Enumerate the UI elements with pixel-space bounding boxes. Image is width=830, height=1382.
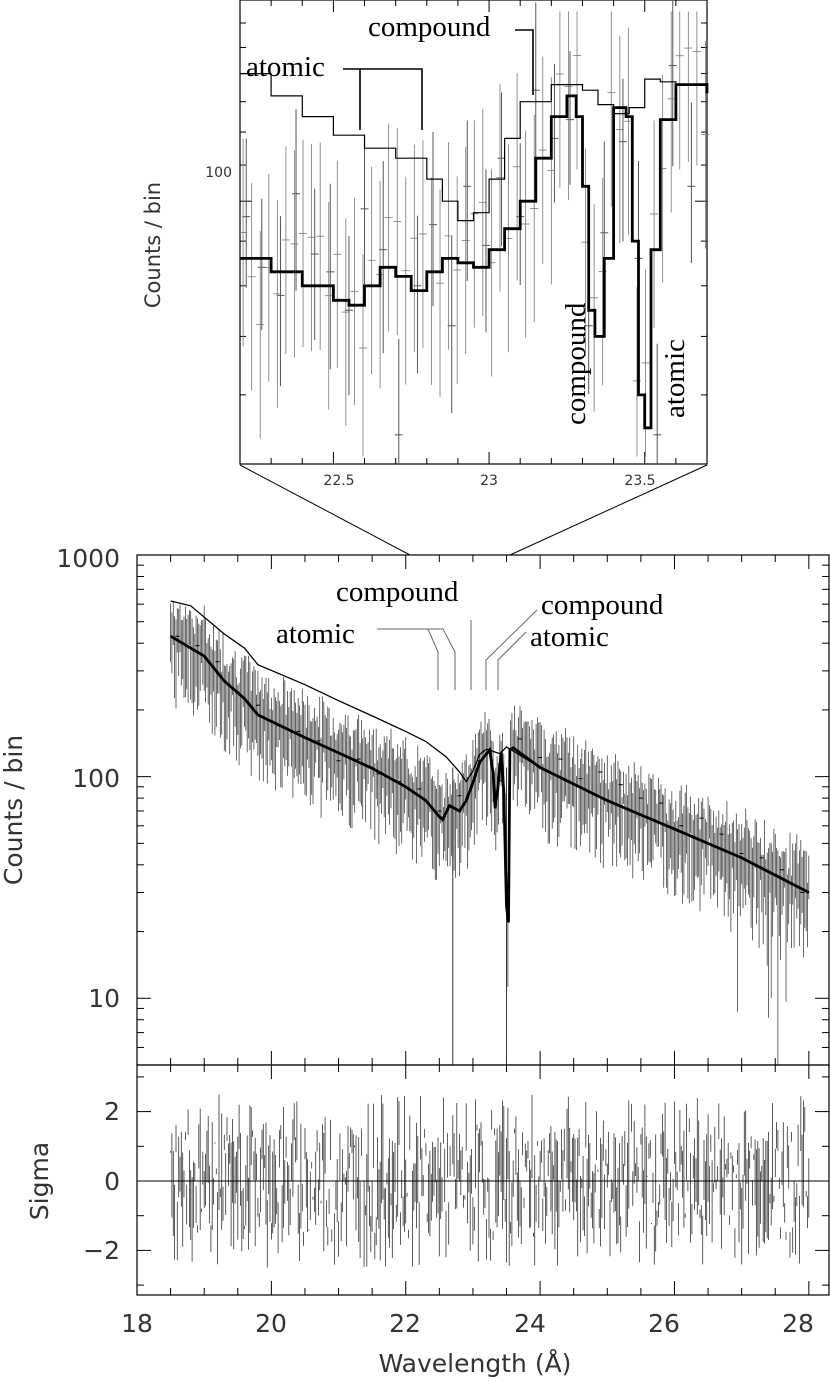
x-axis-title: Wavelength (Å) bbox=[379, 1349, 572, 1378]
xtick-label: 24 bbox=[514, 1309, 546, 1338]
main-annotation-compound: compound bbox=[336, 576, 459, 608]
xtick-label: 28 bbox=[782, 1309, 814, 1338]
residuals-ytick-label: 0 bbox=[104, 1167, 120, 1196]
inset-annotation-compound-rot: compound bbox=[560, 302, 592, 425]
main-annotation-compound: compound bbox=[541, 589, 664, 621]
inset-annotation-line bbox=[360, 68, 423, 130]
inset-tick-marks bbox=[239, 0, 708, 465]
inset-xtick-label: 22.5 bbox=[323, 473, 354, 489]
main-annotation-atomic: atomic bbox=[276, 618, 355, 650]
inset-ytick-label: 100 bbox=[205, 165, 232, 181]
residuals-frame bbox=[136, 1064, 830, 1296]
inset-panel: 22.5 23 23.5 100 Counts / bin atomic com… bbox=[141, 0, 710, 489]
residuals-ytick-label: −2 bbox=[83, 1236, 120, 1265]
inset-annotation-line bbox=[343, 68, 361, 130]
residuals-panel: 2 0 −2 Sigma 18 20 22 24 26 28 Wavelengt… bbox=[25, 1064, 830, 1378]
xtick-label: 18 bbox=[121, 1309, 153, 1338]
main-ytick-label: 1000 bbox=[56, 544, 120, 573]
main-ytick-label: 100 bbox=[72, 764, 120, 793]
inset-xtick-label: 23.5 bbox=[624, 473, 655, 489]
inset-model-thick bbox=[240, 83, 709, 430]
main-data-points bbox=[175, 635, 805, 894]
inset-annotation-compound: compound bbox=[368, 11, 491, 43]
inset-ylabel: Counts / bin bbox=[141, 182, 165, 308]
main-annotation-leaders bbox=[377, 609, 538, 690]
inset-model-thin bbox=[240, 73, 708, 222]
residuals-ylabel: Sigma bbox=[25, 1142, 54, 1220]
xtick-label: 20 bbox=[255, 1309, 287, 1338]
main-tick-marks bbox=[136, 555, 829, 1066]
residuals-bars bbox=[170, 1094, 810, 1268]
inset-annotation-atomic-rot: atomic bbox=[659, 339, 691, 418]
main-frame bbox=[136, 554, 830, 1066]
residuals-ytick-label: 2 bbox=[104, 1097, 120, 1126]
main-panel: 1000 100 10 Counts / bin compound atomic… bbox=[0, 544, 830, 1066]
inset-frame bbox=[239, 0, 708, 465]
zoom-connector-right bbox=[509, 464, 708, 556]
zoom-connector-left bbox=[239, 464, 411, 556]
main-data-noise bbox=[170, 602, 810, 1065]
main-model-thick bbox=[169, 634, 810, 923]
main-annotation-atomic: atomic bbox=[530, 621, 609, 653]
main-ylabel: Counts / bin bbox=[0, 735, 28, 885]
main-ytick-label: 10 bbox=[88, 984, 120, 1013]
inset-annotation-line bbox=[515, 29, 534, 95]
inset-xtick-label: 23 bbox=[480, 473, 498, 489]
xtick-label: 26 bbox=[648, 1309, 680, 1338]
xtick-label: 22 bbox=[389, 1309, 421, 1338]
inset-annotation-atomic: atomic bbox=[246, 51, 325, 83]
